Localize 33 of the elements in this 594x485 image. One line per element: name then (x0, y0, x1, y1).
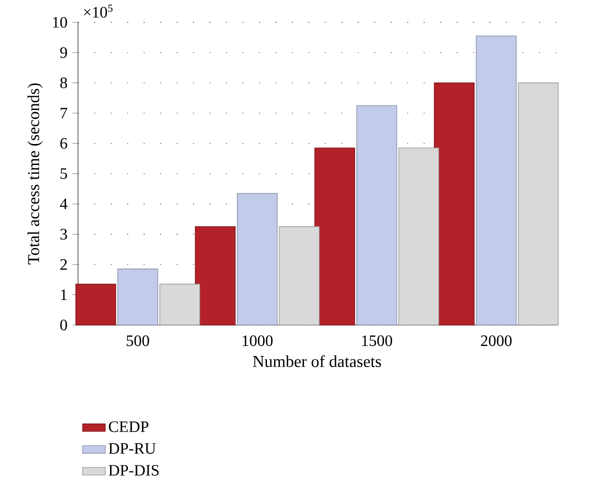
y-tick-label: 10 (53, 16, 68, 28)
bar (194, 226, 236, 326)
y-tick-label: 4 (60, 198, 68, 210)
bar (398, 148, 440, 326)
legend-label: DP-DIS (108, 464, 159, 476)
x-tick-label: 1000 (242, 335, 273, 346)
y-tick-label: 0 (60, 320, 68, 330)
y-tick-label: 8 (60, 77, 68, 88)
bar (476, 36, 517, 326)
y-tick-label: 7 (60, 108, 68, 118)
x-tick-label: 500 (126, 335, 150, 346)
bar (236, 193, 278, 326)
bar (356, 105, 398, 326)
text: ×10$^{5}$ (84, 4, 113, 18)
bar (518, 82, 559, 326)
legend-label: DP-RU (108, 443, 156, 454)
y-tick-label: 5 (60, 168, 68, 179)
bar (314, 148, 356, 326)
y-axis-title: Total access time (seconds) (28, 83, 43, 264)
legend-label: CEDP (108, 421, 148, 432)
y-tick-label: 1 (61, 289, 67, 300)
y-tick-label: 3 (60, 228, 68, 240)
y-tick-label: 9 (60, 47, 67, 58)
y-tick-label: 6 (60, 138, 68, 149)
bar (159, 284, 200, 326)
bar (434, 82, 475, 326)
x-tick-label: 1500 (362, 335, 392, 346)
bar (75, 284, 116, 326)
y-tick-label: 2 (60, 259, 67, 270)
x-axis-title: Number of datasets (252, 355, 381, 368)
bar (278, 226, 320, 326)
x-tick-label: 2000 (481, 335, 512, 346)
bar (117, 268, 158, 326)
